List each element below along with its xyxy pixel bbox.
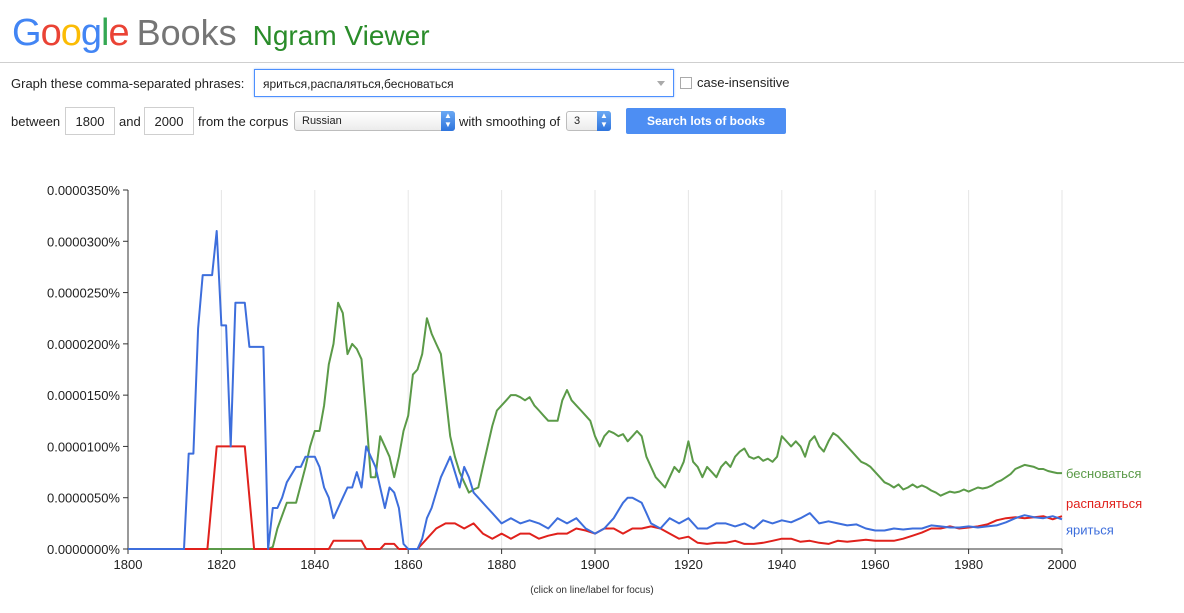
x-tick-label: 1860 [394,557,423,572]
x-tick-label: 1940 [767,557,796,572]
x-tick-label: 1900 [581,557,610,572]
smoothing-label: with smoothing of [459,114,561,129]
x-tick-label: 1800 [114,557,143,572]
corpus-select[interactable]: Russian ▲ ▼ [294,111,455,131]
smoothing-select[interactable]: 3 ▲ ▼ [566,111,611,131]
series-label[interactable]: яриться [1066,522,1114,537]
x-tick-label: 1920 [674,557,703,572]
chart-series[interactable] [128,230,1063,550]
x-tick-label: 1840 [300,557,329,572]
chevron-down-icon[interactable] [657,81,665,86]
y-tick-label: 0.0000300% [47,234,120,249]
y-axis-tick-labels: 0.0000000% 0.0000050% 0.0000100% 0.0000150%… [47,183,120,557]
phrases-label: Graph these comma-separated phrases: [11,75,245,91]
y-tick-label: 0.0000050% [47,491,120,506]
smoothing-select-value: 3 [574,115,581,127]
header-divider [0,62,1184,63]
chart-grid [127,190,1063,549]
search-button[interactable]: Search lots of books [626,108,786,134]
phrases-input-value: яриться,распаляться,бесноваться [263,77,454,91]
x-tick-label: 1880 [487,557,516,572]
y-tick-label: 0.0000100% [47,439,120,454]
between-label: between [11,114,61,129]
select-arrows-icon: ▲ ▼ [597,111,611,131]
and-label: and [119,114,141,129]
series-label[interactable]: бесноваться [1066,466,1141,481]
x-axis-tick-labels: 1800 1820 1840 1860 1880 1900 1920 1940 1960 1980… [114,557,1077,572]
google-books-logo[interactable]: Google Books Ngram Viewer [12,12,430,56]
case-insensitive-checkbox[interactable] [680,77,692,89]
x-tick-label: 1980 [954,557,983,572]
series-line-бесноваться[interactable] [128,301,1062,550]
google-wordmark: Google [12,12,130,54]
x-tick-label: 1820 [207,557,236,572]
case-insensitive-label: case-insensitive [697,75,790,90]
page-title: Ngram Viewer [252,20,430,51]
y-tick-label: 0.0000000% [47,542,120,557]
phrases-input[interactable]: яриться,распаляться,бесноваться [254,69,674,97]
year-start-input[interactable]: 1800 [65,107,115,135]
corpus-select-value: Russian [302,115,342,127]
books-wordmark: Books [136,12,237,53]
corpus-label: from the corpus [198,114,289,129]
y-tick-label: 0.0000250% [47,286,120,301]
x-tick-label: 1960 [861,557,890,572]
chart-footnote: (click on line/label for focus) [530,585,654,596]
y-tick-label: 0.0000350% [47,183,120,198]
ngram-chart: 0.0000000% 0.0000050% 0.0000100% 0.0000150%… [47,183,1142,572]
series-line-яриться[interactable] [128,230,1063,550]
y-tick-label: 0.0000200% [47,337,120,352]
x-tick-label: 2000 [1048,557,1077,572]
y-tick-label: 0.0000150% [47,388,120,403]
select-arrows-icon: ▲ ▼ [441,111,455,131]
chart-line-labels[interactable]: бесноваться распаляться яриться [1066,466,1142,537]
year-end-input[interactable]: 2000 [144,107,194,135]
series-label[interactable]: распаляться [1066,496,1142,511]
